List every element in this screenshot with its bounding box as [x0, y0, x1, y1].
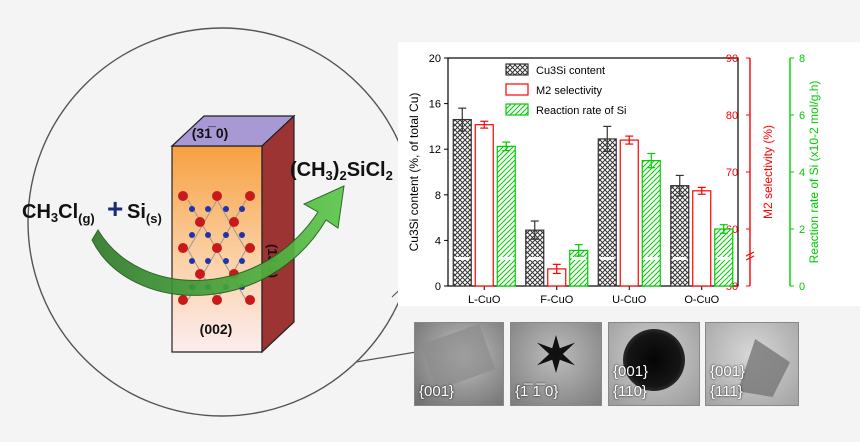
legend-swatch: [505, 83, 529, 96]
right2-tick-label: 6: [799, 110, 805, 122]
bar-right1: [692, 190, 712, 287]
right2-tick-label: 0: [799, 281, 805, 293]
axis-break-gap: [477, 257, 492, 260]
product-label: (CH3)2SiCl2: [290, 159, 393, 183]
crystal-model: (31̅ 0) (13̅ 0) (002): [170, 114, 296, 354]
plus-sign: +: [107, 193, 123, 224]
bar-left: [670, 185, 690, 287]
left-tick-label: 16: [429, 99, 441, 111]
legend-label: Reaction rate of Si: [536, 105, 627, 117]
axis-break-gap: [694, 257, 709, 260]
axis-break-gap: [644, 257, 659, 260]
axis-break-gap: [527, 257, 542, 260]
x-tick-label: L-CuO: [468, 294, 501, 306]
tem-3-label-a: {001}: [613, 363, 649, 380]
crystal-side-face: [261, 114, 295, 354]
right2-tick-label: 8: [799, 53, 805, 65]
tem-3-label-b: {110}: [613, 383, 647, 400]
facet-front-label: (002): [200, 321, 233, 337]
legend-swatch: [505, 63, 529, 76]
facet-top-label: (31̅ 0): [192, 125, 229, 141]
left-tick-label: 0: [435, 281, 441, 293]
axis-break-gap: [455, 257, 470, 260]
right-axis-2-label: Reaction rate of Si (x10-2 mol/g.h): [807, 81, 821, 264]
legend-label: Cu3Si content: [536, 65, 605, 77]
tem-1-label: {001}: [419, 383, 455, 400]
axis-break-gap: [600, 257, 615, 260]
tem-image-3: {001} {110}: [608, 322, 700, 406]
left-tick-label: 8: [435, 190, 441, 202]
reactant-si: Si(s): [127, 201, 162, 226]
axis-break-gap: [672, 257, 687, 260]
tem-4-label-a: {001}: [710, 363, 746, 380]
axis-break-gap: [499, 257, 514, 260]
x-tick-label: U-CuO: [612, 294, 647, 306]
right2-tick-label: 4: [799, 167, 805, 179]
legend-swatch: [505, 103, 529, 116]
tem-image-4: {001} {111}: [705, 322, 799, 406]
axis-break-mark: [745, 251, 755, 257]
tem-2-label: {1̅ 1̅ 0}: [515, 383, 559, 400]
right2-tick-label: 2: [799, 224, 805, 236]
x-tick-label: F-CuO: [540, 294, 573, 306]
axis-break-gap: [716, 257, 731, 260]
tem-image-1: {001}: [414, 322, 504, 406]
reactant-ch3cl: CH3Cl(g): [22, 201, 95, 226]
left-axis-label: Cu3Si content (%, of total Cu): [407, 93, 421, 252]
plot-frame: [447, 57, 739, 287]
bar-right1: [474, 124, 494, 287]
x-tick-label: O-CuO: [684, 294, 719, 306]
axis-break-gap: [622, 257, 637, 260]
bar-right1: [619, 139, 639, 287]
tem-image-2: {1̅ 1̅ 0}: [510, 322, 602, 406]
bar-right2: [641, 160, 661, 287]
right-axis-1-label: M2 selectivity (%): [761, 125, 775, 219]
left-tick-label: 20: [429, 53, 441, 65]
right1-tick-label: 70: [726, 167, 738, 179]
axis-break-gap: [571, 257, 586, 260]
axis-break-mark: [745, 255, 755, 261]
right1-tick-label: 90: [726, 53, 738, 65]
left-tick-label: 4: [435, 235, 441, 247]
bar-left: [452, 118, 472, 287]
reaction-arrow: [91, 185, 345, 296]
legend-label: M2 selectivity: [536, 85, 603, 97]
left-tick-label: 12: [429, 144, 441, 156]
right1-tick-label: 80: [726, 110, 738, 122]
bar-left: [597, 138, 617, 287]
bar-right2: [496, 145, 516, 287]
tem-4-label-b: {111}: [710, 383, 743, 400]
